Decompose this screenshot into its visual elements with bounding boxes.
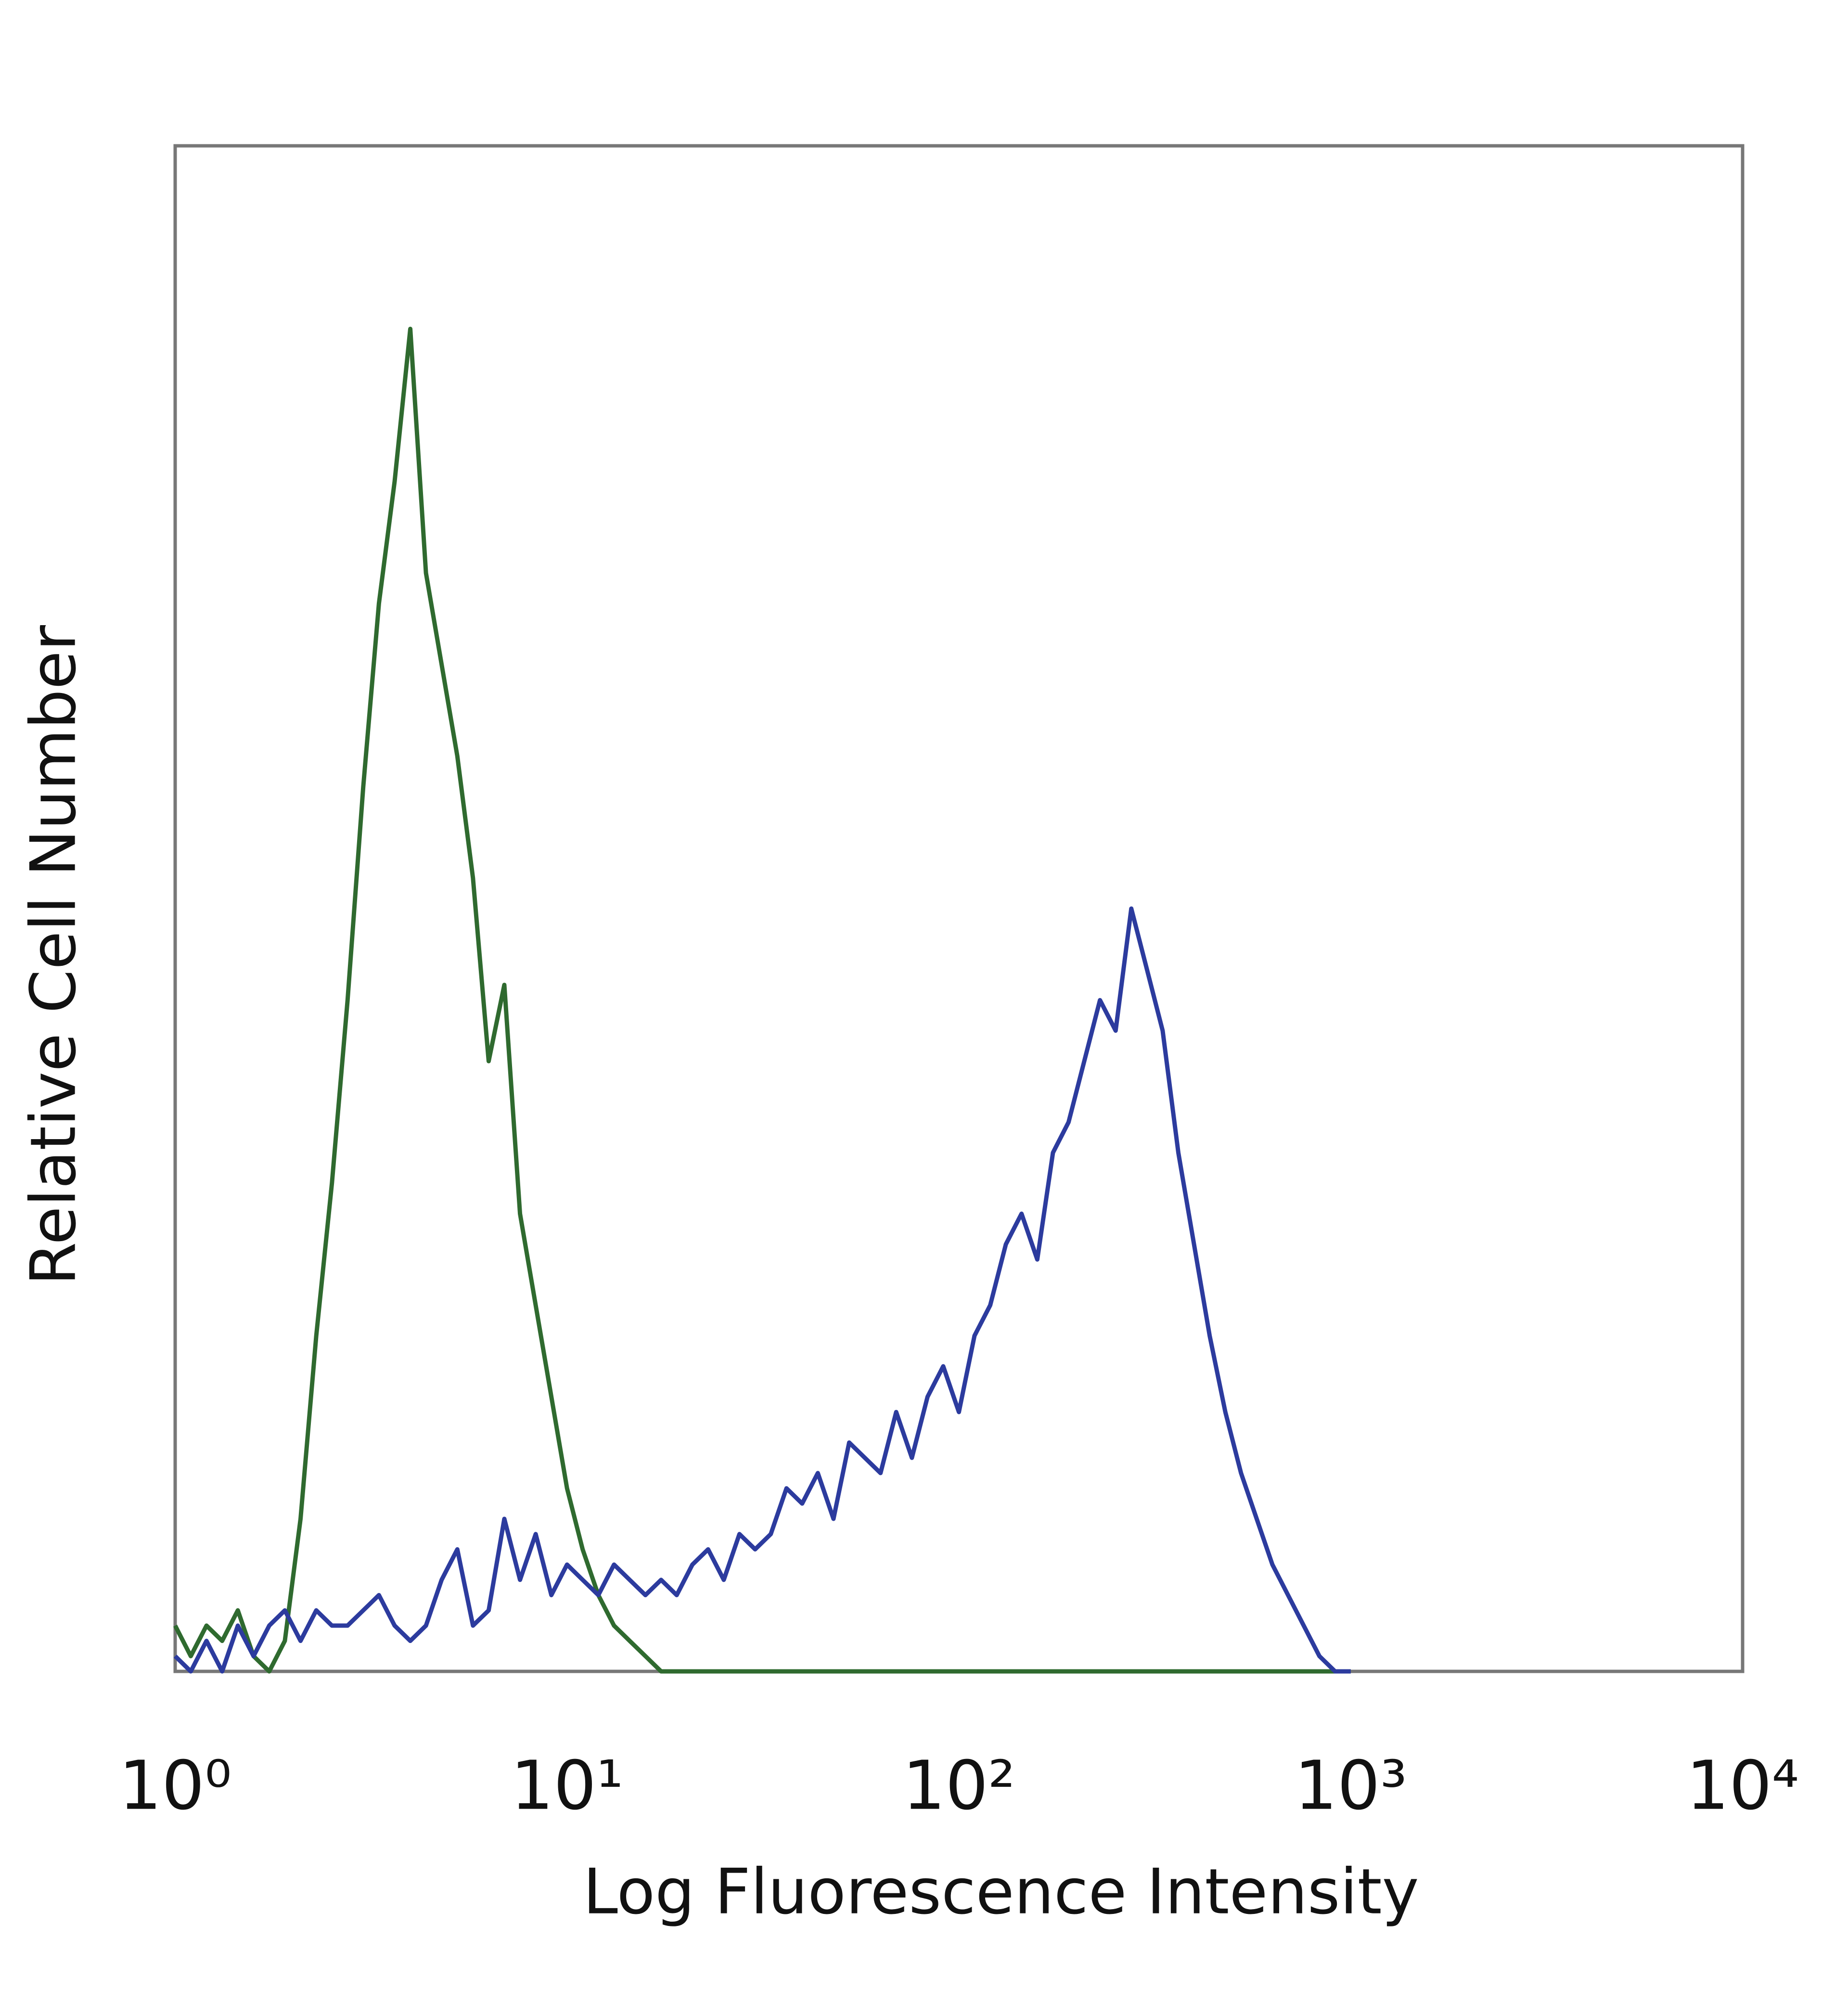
x-tick-label: 10¹ (511, 1747, 623, 1825)
x-tick-label: 10⁰ (119, 1747, 231, 1825)
x-tick-label: 10⁴ (1686, 1747, 1799, 1825)
x-tick-label: 10³ (1295, 1747, 1407, 1825)
series-line (173, 906, 1351, 1674)
series-line (173, 326, 1351, 1674)
plot-frame (173, 144, 1745, 1673)
y-axis-label: Relative Cell Number (17, 625, 90, 1285)
x-tick-label: 10² (902, 1747, 1015, 1825)
x-axis-label: Log Fluorescence Intensity (583, 1855, 1419, 1928)
